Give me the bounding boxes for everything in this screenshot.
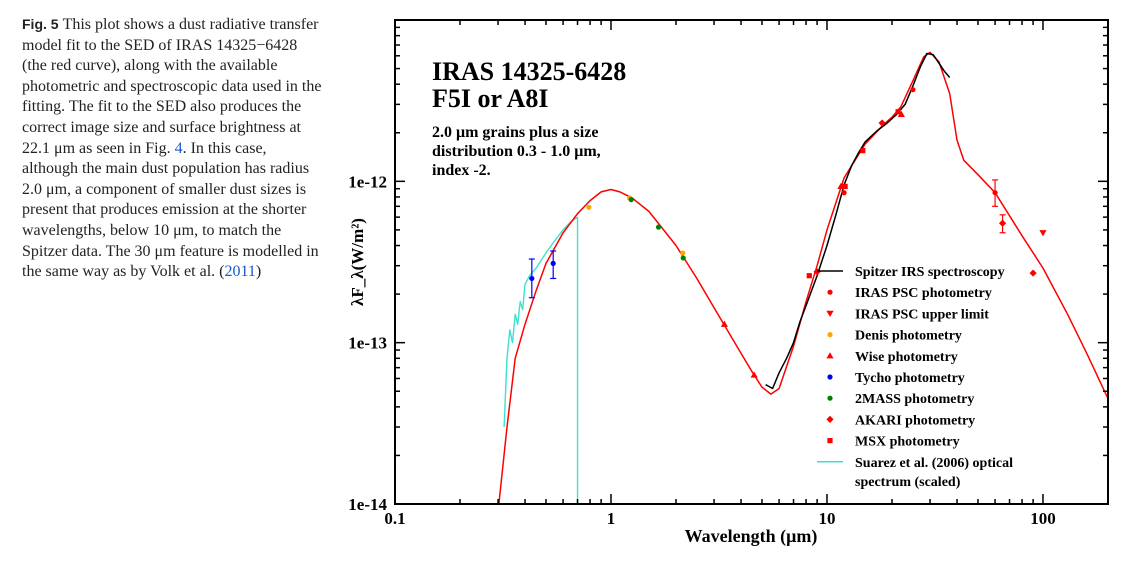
iras-psc-point bbox=[841, 190, 847, 196]
x-tick-label: 0.1 bbox=[384, 509, 405, 528]
akari-point bbox=[878, 119, 886, 127]
figure-reference-link[interactable]: 4 bbox=[174, 139, 183, 157]
caption-text-3: ) bbox=[255, 263, 262, 281]
tycho-point bbox=[550, 260, 556, 266]
y-tick-label: 1e-14 bbox=[348, 495, 387, 514]
y-axis-label: λF_λ(W/m²) bbox=[348, 218, 367, 306]
twomass-point bbox=[628, 197, 634, 203]
chart-title-line2: F5I or A8I bbox=[432, 84, 549, 113]
legend-label: Denis photometry bbox=[855, 329, 962, 344]
legend-swatch-iras bbox=[826, 310, 834, 317]
msx-point bbox=[895, 109, 901, 115]
x-tick-label: 1 bbox=[607, 509, 616, 528]
legend-label: 2MASS photometry bbox=[855, 392, 974, 407]
legend-label: IRAS PSC photometry bbox=[855, 286, 992, 301]
annotation-line2: distribution 0.3 - 1.0 μm, bbox=[432, 143, 601, 160]
akari-point bbox=[1029, 269, 1037, 277]
chart-title-line1: IRAS 14325-6428 bbox=[432, 57, 626, 86]
legend-swatch-twomass bbox=[827, 395, 833, 401]
series-layer bbox=[498, 51, 1108, 504]
denis-point bbox=[680, 250, 686, 256]
legend-swatch-iras bbox=[827, 289, 833, 295]
iras-upper-limit-point bbox=[1039, 230, 1047, 237]
annotation-line1: 2.0 μm grains plus a size bbox=[432, 124, 598, 141]
tycho-point bbox=[529, 275, 535, 282]
figure-label: Fig. 5 bbox=[22, 16, 59, 32]
akari-point bbox=[813, 268, 821, 276]
citation-link[interactable]: 2011 bbox=[224, 263, 256, 281]
legend-label: AKARI photometry bbox=[855, 413, 975, 428]
twomass-point bbox=[680, 255, 686, 261]
legend-swatch-msx bbox=[827, 438, 833, 444]
plot-frame bbox=[394, 19, 1109, 505]
suarez-spectrum-line bbox=[503, 216, 578, 428]
y-tick-label: 1e-13 bbox=[348, 334, 387, 353]
y-tick-label: 1e-12 bbox=[348, 172, 387, 191]
caption-text-1: This plot shows a dust radiative transfe… bbox=[22, 16, 322, 157]
legend-label: spectrum (scaled) bbox=[855, 475, 961, 490]
msx-point bbox=[842, 183, 848, 190]
x-tick-label: 100 bbox=[1030, 509, 1056, 528]
legend-label: Tycho photometry bbox=[855, 371, 965, 386]
msx-point bbox=[860, 148, 866, 154]
axis-ticks: 0.1 1 10 100 1e-14 1e-13 1e-12 bbox=[348, 20, 1109, 528]
legend-swatch-akari bbox=[826, 415, 834, 423]
annotation-line3: index -2. bbox=[432, 162, 491, 179]
model-curve bbox=[498, 51, 1108, 504]
twomass-point bbox=[655, 224, 662, 230]
legend: Spitzer IRS spectroscopy IRAS PSC photome… bbox=[817, 265, 1013, 490]
legend-label: Spitzer IRS spectroscopy bbox=[855, 265, 1005, 280]
legend-swatch-wise bbox=[826, 352, 834, 359]
wise-point bbox=[750, 371, 758, 378]
figure-caption: Fig. 5 This plot shows a dust radiative t… bbox=[22, 14, 322, 283]
iras-psc-point bbox=[910, 87, 916, 93]
legend-swatch-tycho bbox=[827, 374, 833, 380]
wise-point bbox=[720, 320, 728, 327]
caption-text-2: . In this case, although the main dust p… bbox=[22, 139, 319, 281]
spitzer-spectrum-line bbox=[765, 52, 951, 390]
legend-label: Wise photometry bbox=[855, 350, 958, 365]
denis-point bbox=[586, 204, 592, 210]
legend-swatch-denis bbox=[827, 332, 833, 338]
legend-label: MSX photometry bbox=[855, 435, 960, 450]
akari-point bbox=[998, 219, 1007, 227]
iras-psc-point bbox=[992, 190, 998, 196]
legend-label: IRAS PSC upper limit bbox=[855, 307, 989, 322]
msx-point bbox=[806, 273, 812, 279]
x-tick-label: 10 bbox=[818, 509, 835, 528]
legend-label: Suarez et al. (2006) optical bbox=[855, 456, 1013, 471]
x-axis-label: Wavelength (μm) bbox=[685, 526, 818, 547]
wise-point bbox=[897, 110, 905, 117]
